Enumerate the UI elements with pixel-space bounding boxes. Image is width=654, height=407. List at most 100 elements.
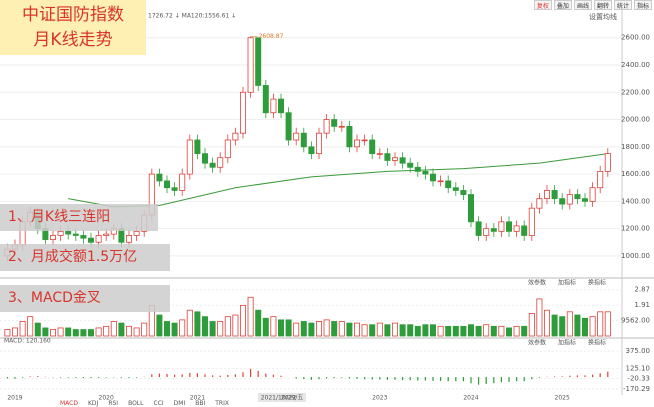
macd-bar <box>607 371 609 378</box>
macd-bar <box>455 377 457 382</box>
volume-bar <box>126 325 133 337</box>
volume-bar <box>133 327 140 337</box>
indicator-tab[interactable]: MACD <box>60 400 78 407</box>
candle-body <box>513 225 520 232</box>
candle-body <box>407 162 414 168</box>
volume-bar <box>521 325 528 337</box>
y-tick-label: 1600.00 <box>621 170 650 178</box>
volume-bar <box>156 314 163 337</box>
y-tick-label: 1000.00 <box>621 252 650 260</box>
candle-body <box>429 173 436 182</box>
candle-body <box>179 173 186 191</box>
volume-bar <box>559 316 566 337</box>
macd-bar <box>6 377 8 379</box>
macd-bar <box>478 377 480 385</box>
candle-body <box>597 170 604 189</box>
macd-bar <box>265 373 267 378</box>
candle-body <box>604 153 611 172</box>
toolbar-button[interactable]: 叠加 <box>553 0 572 10</box>
toolbar-button[interactable]: 复权 <box>533 0 552 10</box>
volume-bar <box>262 317 269 337</box>
macd-bar <box>37 376 39 378</box>
indicator-tab[interactable]: RSI <box>108 400 119 407</box>
volume-bar <box>445 325 452 337</box>
indicator-tab[interactable]: TRIX <box>215 400 229 407</box>
volume-bar <box>232 314 239 337</box>
settings-label[interactable]: 设置均线 <box>589 12 617 21</box>
y-tick-label: 1200.00 <box>621 225 650 233</box>
candle-body <box>437 180 444 183</box>
candle-body <box>270 98 277 114</box>
volume-bar <box>194 311 201 337</box>
volume-bar <box>11 327 18 337</box>
y-tick-label: 2400.00 <box>621 61 650 69</box>
volume-bar <box>277 319 284 337</box>
candle-body <box>126 235 133 243</box>
volume-bar <box>34 322 41 337</box>
candle-body <box>209 162 216 168</box>
macd-bar <box>105 377 107 378</box>
y-tick-label: 1800.00 <box>621 143 650 151</box>
toolbar-button[interactable]: 指标 <box>633 0 652 10</box>
macd-bar <box>523 377 525 382</box>
crosshair-date: 2021/10/29/五 <box>261 395 304 402</box>
candle-body <box>300 132 307 148</box>
volume-bar <box>566 311 573 337</box>
volume-bar <box>376 322 383 337</box>
volume-bar <box>353 322 360 337</box>
indicator-tab[interactable]: KDJ <box>88 400 99 407</box>
candle-body <box>163 180 170 189</box>
macd-bar <box>516 377 518 382</box>
volume-bar <box>604 311 611 337</box>
candle-body <box>323 119 330 134</box>
x-tick-label: 2021 <box>190 395 205 402</box>
macd-bar <box>341 377 343 378</box>
macd-bar <box>280 375 282 378</box>
candle-body <box>391 157 398 161</box>
toolbar-button[interactable]: 统计 <box>613 0 632 10</box>
candle-body <box>452 187 459 191</box>
toolbar-button[interactable]: 画线 <box>573 0 592 10</box>
volume-bar <box>437 325 444 337</box>
volume-bar <box>429 324 436 337</box>
volume-bar <box>308 322 315 337</box>
indicator-tab[interactable]: DMI <box>173 400 186 407</box>
candle-body <box>186 139 193 175</box>
volume-bar <box>467 324 474 337</box>
volume-bar <box>285 319 292 337</box>
macd-bar <box>485 377 487 384</box>
candle-body <box>285 112 292 141</box>
volume-bar <box>57 327 64 337</box>
macd-bar <box>151 374 153 378</box>
candle-body <box>171 187 178 191</box>
macd-bar <box>424 377 426 381</box>
candle-body <box>559 198 566 205</box>
macd-bar <box>189 372 191 378</box>
macd-bar <box>508 377 510 382</box>
macd-bar <box>386 377 388 380</box>
volume-bar <box>361 324 368 337</box>
macd-bar <box>75 377 77 378</box>
volume-bar <box>315 321 322 337</box>
volume-bar <box>186 309 193 337</box>
volume-bar <box>574 314 581 337</box>
macd-bar <box>569 375 571 378</box>
candle-body <box>103 233 110 236</box>
candle-body <box>384 153 391 161</box>
toolbar-button[interactable]: 翻转 <box>593 0 612 10</box>
indicator-tab[interactable]: BBI <box>195 400 206 407</box>
macd-bar <box>493 377 495 384</box>
volume-bar <box>475 325 482 337</box>
indicator-tab[interactable]: BOLL <box>128 400 144 407</box>
y-tick-label: 1.91 <box>634 301 650 309</box>
macd-bar <box>584 375 586 378</box>
volume-bar <box>536 298 543 337</box>
indicator-tab[interactable]: CCI <box>153 400 164 407</box>
candle-body <box>376 153 383 155</box>
candle-body <box>232 132 239 141</box>
candle-body <box>95 235 102 243</box>
volume-bar <box>300 321 307 337</box>
candle-body <box>361 139 368 142</box>
y-tick-label: 9562.00 <box>621 317 650 325</box>
macd-bar <box>242 372 244 378</box>
